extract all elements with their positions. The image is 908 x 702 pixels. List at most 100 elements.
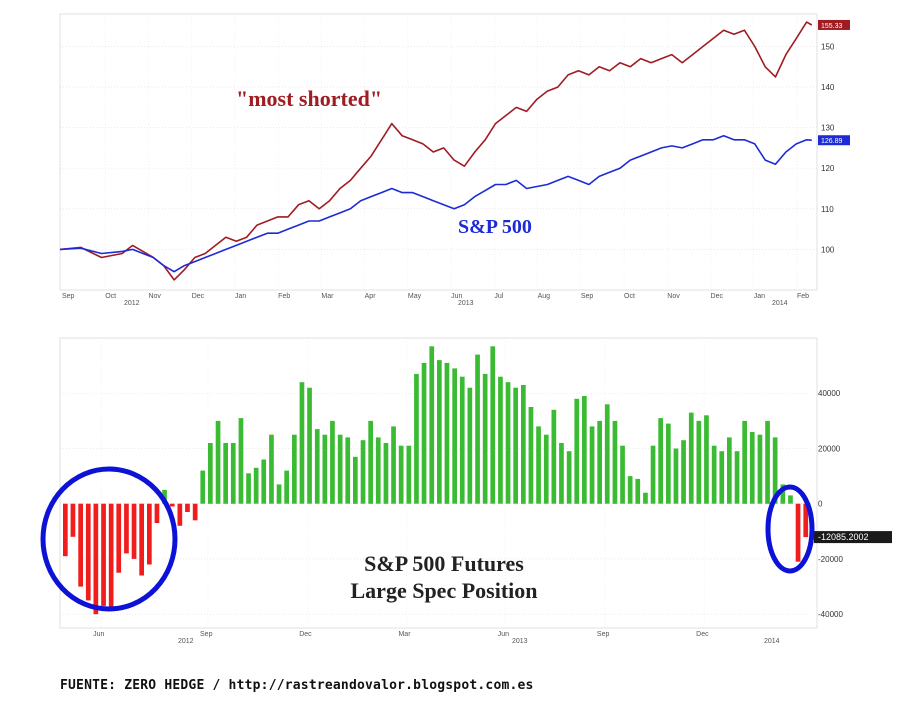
bar [788,495,793,504]
top-last-value-badges: 155.33 126.89 [818,19,850,146]
bar [292,434,297,504]
bar [261,459,267,504]
bar [688,412,694,504]
bar [253,467,259,504]
bar [666,423,671,504]
bar [452,368,457,504]
bar [490,346,496,504]
bottom-last-value-badge-bg [814,531,892,544]
bar [139,503,144,576]
bottom-bars [63,346,809,615]
top-x-tick-label: Oct [105,293,116,300]
bar [727,437,732,504]
bottom-x-tick-label: Dec [299,631,312,638]
bar [559,443,564,504]
top-last-value-badge [818,19,850,30]
bar [612,420,618,504]
bottom-x-year-label: 2014 [764,638,780,645]
bar [360,440,366,504]
bottom-x-tick-label: Mar [398,631,411,638]
bar [230,443,236,504]
bar-chart-title-line1: S&P 500 Futures [364,551,524,576]
bar [215,420,221,504]
bottom-x-year-label: 2013 [512,638,528,645]
bottom-y-tick-label: 0 [818,500,823,509]
bar [368,420,373,504]
top-x-tick-label: Nov [667,293,680,300]
bar [772,437,778,504]
bar [704,415,709,504]
top-y-tick-label: 130 [821,124,835,133]
bar [208,443,213,504]
bar [437,360,442,504]
bar [482,373,488,504]
top-y-tick-label: 150 [821,42,835,51]
top-x-tick-label: Jun [451,293,462,300]
bar [299,382,305,504]
bar [429,346,435,504]
bar [696,420,702,504]
top-x-tick-label: Oct [624,293,635,300]
bar [147,503,152,565]
sp500-line [59,135,812,273]
top-x-tick-label: Mar [321,293,334,300]
highlight-circle-negative-2012 [40,466,178,612]
bar [627,476,633,504]
bar [63,503,68,557]
bar [673,448,679,504]
bottom-x-tick-label: Jun [93,631,104,638]
bar [498,376,503,504]
top-y-tick-label: 110 [821,205,834,214]
top-x-tick-label: Dec [192,293,205,300]
bottom-last-value-badge: -12085.2002 [814,531,892,544]
bar [444,362,450,504]
bar [566,451,572,504]
bar [604,404,610,504]
bar [131,503,137,559]
bar [353,456,358,504]
bar [322,434,328,504]
top-x-tick-label: Jul [494,293,503,300]
bottom-y-tick-label: -40000 [818,610,843,619]
top-x-tick-label: Feb [797,293,809,300]
bar [467,387,473,504]
bar [276,484,282,504]
bar [200,470,206,504]
bar [795,503,801,562]
bar [719,451,725,504]
bar [284,470,289,504]
bar [536,426,541,504]
bottom-y-tick-label: -20000 [818,555,843,564]
top-x-tick-label: Apr [365,293,377,300]
bar [414,373,419,504]
bar [116,503,122,573]
bar [749,431,755,504]
bar [169,503,175,507]
bar [711,445,717,504]
bottom-y-tick-label: 40000 [818,389,841,398]
bottom-y-axis: -40000 -20000 0 20000 40000 [818,389,843,619]
top-last-value-text: 126.89 [821,138,843,145]
bar [375,437,381,504]
bottom-bar-chart: -40000 -20000 0 20000 40000 Jun Sep Dec Mar Jun S… [40,337,892,645]
bar [108,503,114,609]
bar [620,445,625,504]
bar [589,426,595,504]
bar [543,434,549,504]
bar [307,387,312,504]
bar [78,503,83,587]
top-x-tick-label: Sep [581,293,594,300]
bar [475,354,480,504]
bar [780,484,786,504]
bar [681,440,686,504]
bottom-x-tick-label: Sep [597,631,610,638]
bar [513,387,518,504]
bar [93,503,99,615]
top-x-tick-label: Feb [278,293,290,300]
top-x-year-label: 2014 [772,300,788,307]
bar [337,434,343,504]
top-y-tick-label: 120 [821,164,835,173]
bar [551,409,557,504]
bar [391,426,396,504]
bar [406,445,412,504]
